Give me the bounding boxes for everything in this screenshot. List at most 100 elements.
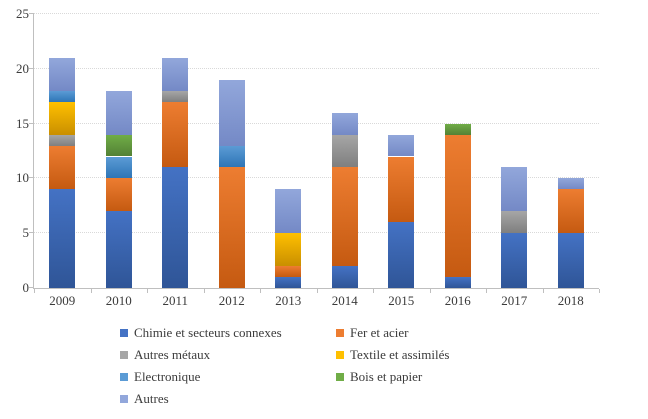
bar-2017 [501,14,528,288]
bar-segment [162,90,189,102]
bar-2009 [49,14,76,288]
bar-segment [557,178,584,190]
y-axis-label: 20 [16,60,29,76]
x-axis-label: 2010 [105,293,132,308]
bar-segment [105,156,132,179]
bar-segment [218,79,245,146]
bar-segment [501,167,528,212]
legend-item: Textile et assimilés [336,347,540,363]
y-axis-tick [29,287,34,288]
bar-segment [331,112,358,135]
y-axis-tick [29,67,34,69]
bar-2012 [218,14,245,288]
bar-segment [275,277,302,288]
x-axis-label: 2017 [501,293,528,308]
bar-segment [162,57,189,91]
gridline-y-5 [34,232,599,234]
legend-swatch [120,395,128,403]
legend-swatch [336,351,344,359]
bar-2013 [275,14,302,288]
legend-item: Autres [120,391,336,407]
legend-label: Autres [134,391,169,406]
y-axis-tick [29,177,34,179]
bar-2010 [105,14,132,288]
bar-segment [162,167,189,288]
y-axis-label: 25 [16,6,29,21]
x-axis-label: 2009 [49,293,76,308]
legend-swatch [336,329,344,337]
x-axis-tick [260,289,261,293]
y-axis-tick [29,122,34,124]
bar-segment [49,145,76,190]
x-axis-tick [429,289,431,293]
x-axis-tick [147,289,148,293]
bar-segment [275,266,302,278]
bar-segment [331,266,358,288]
legend-label: Chimie et secteurs connexes [134,325,282,340]
bar-segment [444,134,471,278]
bar-segment [105,178,132,212]
y-axis-tick [29,232,34,234]
bar-segment [49,189,76,288]
x-axis-tick [599,289,600,293]
legend-swatch [120,351,128,359]
legend-item: Electronique [120,369,336,385]
bar-2015 [388,14,415,288]
x-axis-label: 2014 [331,293,358,308]
bar-segment [105,90,132,135]
legend-swatch [120,329,128,337]
y-axis-label: 5 [22,225,30,241]
bar-segment [331,134,358,168]
bar-segment [444,277,471,288]
plot-area: 0 5 10 15 20 25 2009 2010 2011 2012 2013 2014 2015 20… [16,7,600,308]
x-axis-tick [34,289,35,293]
x-axis-label: 2011 [162,293,189,308]
bar-2018 [557,14,584,288]
bar-segment [275,233,302,267]
x-axis-label: 2018 [557,293,584,308]
legend-swatch [120,373,128,381]
x-axis-label: 2012 [218,293,245,308]
gridline-y-15 [34,122,599,124]
y-axis-tick [29,13,34,14]
bar-2011 [162,14,189,288]
legend-label: Autres métaux [134,347,211,362]
bar-segment [105,134,132,157]
bar-2014 [331,14,358,288]
x-axis-tick [486,289,487,293]
x-axis-tick [90,289,92,293]
y-axis-label: 0 [22,280,30,295]
gridline-y-25 [34,13,599,14]
bar-segment [49,101,76,135]
bar-segment [331,167,358,267]
legend-item: Fer et acier [336,325,540,341]
x-axis-tick [316,289,318,293]
bar-segment [162,101,189,168]
bar-segment [218,167,245,288]
bar-segment [275,189,302,234]
legend-label: Bois et papier [350,369,423,384]
bar-segment [49,57,76,91]
bar-segment [49,134,76,146]
bar-segment [501,233,528,288]
gridline-y-20 [34,67,599,69]
legend-label: Textile et assimilés [350,347,450,362]
bar-segment [557,189,584,234]
bar-segment [388,222,415,288]
x-axis-tick [203,289,205,293]
bar-segment [444,123,471,135]
bar-segment [557,233,584,288]
legend-label: Electronique [134,369,201,384]
gridline-y-10 [34,177,599,179]
x-axis-label: 2013 [275,293,302,308]
x-axis-label: 2016 [444,293,471,308]
bar-segment [105,211,132,288]
y-axis-label: 10 [16,170,29,186]
y-axis-label: 15 [16,115,29,131]
x-axis-tick [373,289,374,293]
chart-legend: Chimie et secteurs connexes Fer et acier A… [120,322,540,410]
legend-item: Bois et papier [336,369,540,385]
bar-segment [388,134,415,157]
bar-2016 [444,14,471,288]
